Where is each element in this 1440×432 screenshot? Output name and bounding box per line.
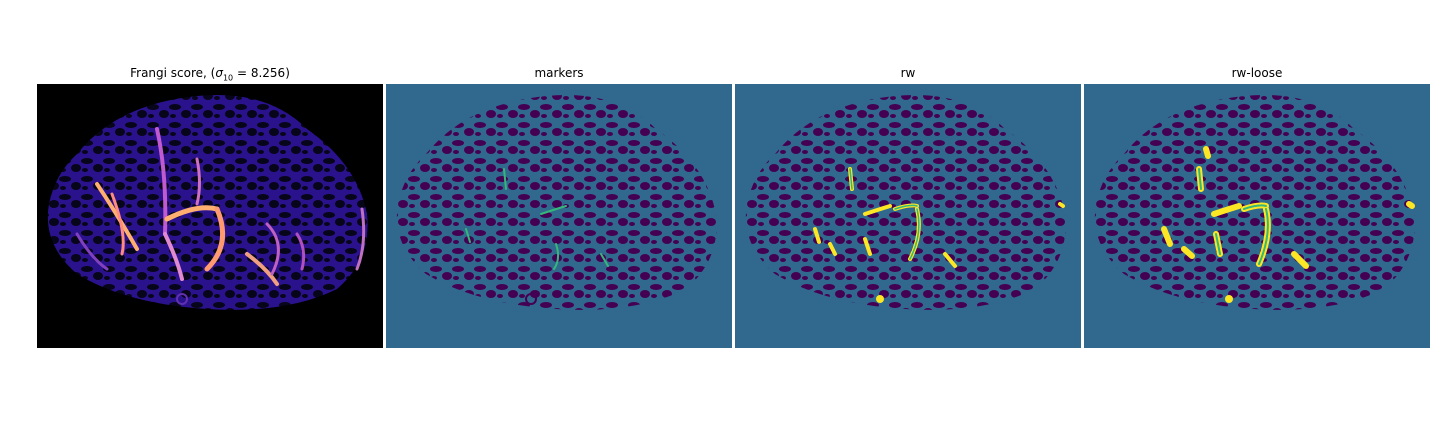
frangi-title-prefix: Frangi score, ( [130,66,216,80]
frangi-title-suffix: = 8.256) [233,66,290,80]
markers-panel-title: markers [534,66,584,80]
markers-image [386,84,732,348]
frangi-panel-title: Frangi score, (σ10 = 8.256) [37,66,383,82]
frangi-score-image [37,84,383,348]
rw-loose-panel-title: rw-loose [1231,66,1283,80]
markers-svg [386,84,732,348]
rw-svg [735,84,1081,348]
frangi-score-svg [37,84,383,348]
sigma-subscript: 10 [222,73,234,83]
rw-loose-image [1084,84,1430,348]
rw-image [735,84,1081,348]
sigma-symbol: σ [215,66,223,80]
rw-panel-title: rw [900,66,916,80]
rw-loose-svg [1084,84,1430,348]
